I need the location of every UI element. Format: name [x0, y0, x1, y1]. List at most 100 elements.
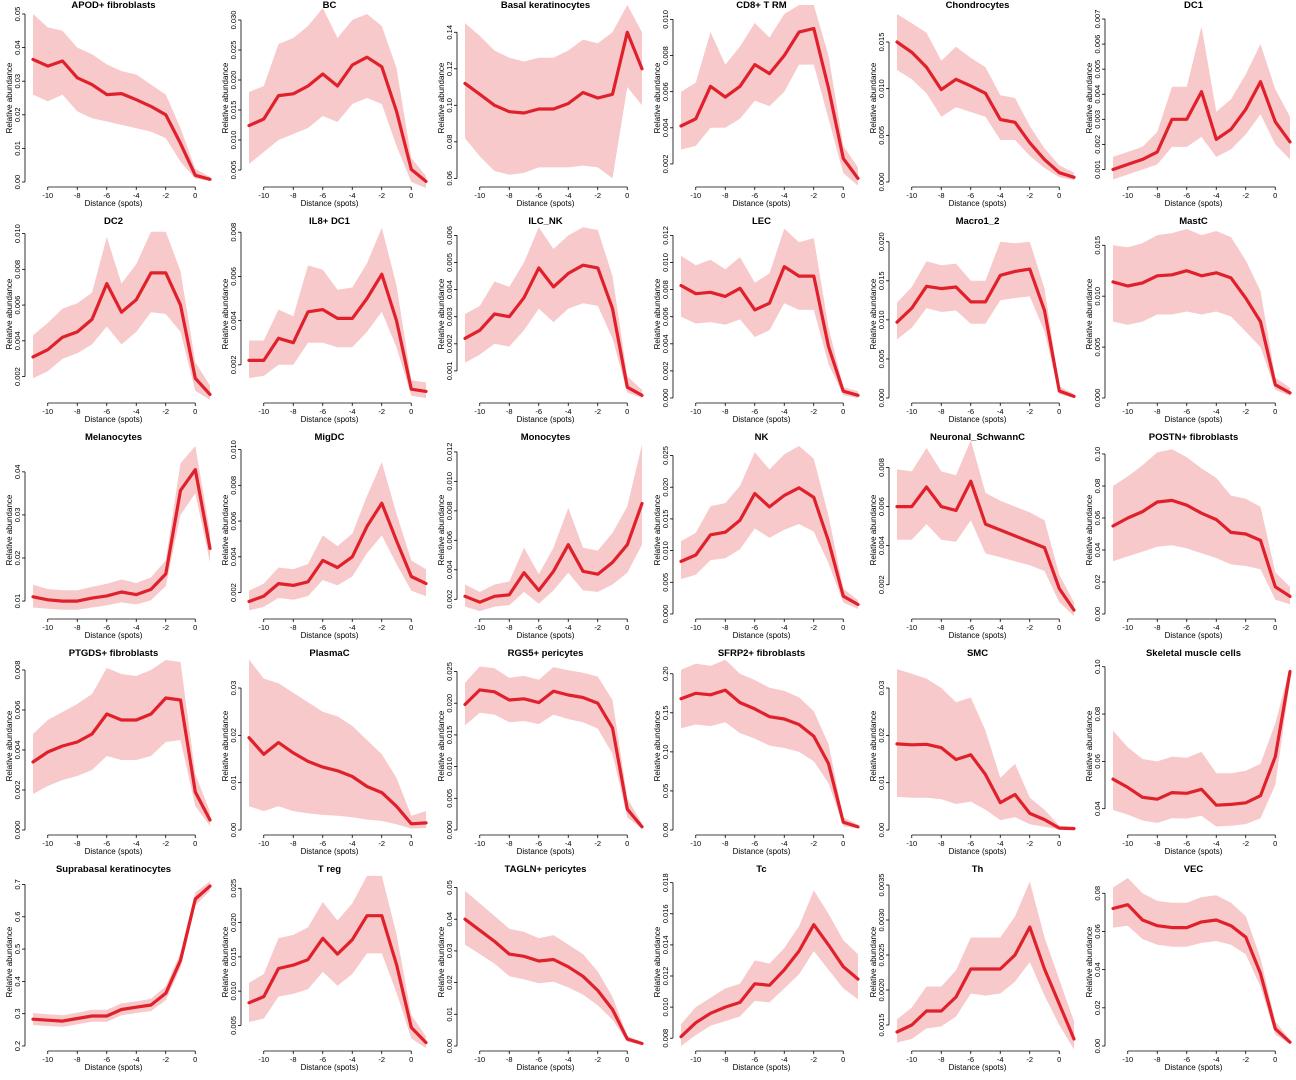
y-tick-label: 0.000: [13, 821, 22, 840]
x-tick-label: -6: [967, 1055, 974, 1064]
confidence-band: [249, 227, 426, 398]
y-axis-label: Relative abundance: [5, 926, 14, 997]
x-tick-label: -6: [535, 839, 542, 848]
y-tick-label: 0.010: [661, 998, 670, 1017]
y-tick-label: 0.05: [445, 880, 454, 895]
y-axis-label: Relative abundance: [5, 710, 14, 781]
confidence-band: [33, 660, 210, 826]
y-tick-label: 0.04: [445, 912, 454, 927]
y-tick-label: 0.000: [661, 605, 670, 624]
y-tick-label: 0.06: [1093, 511, 1102, 526]
y-tick-label: 0.5: [13, 944, 22, 954]
chart-panel: MigDC 0.002 0.004 0.006 0.008 0.010 Relative a…: [216, 432, 432, 648]
x-tick-label: -10: [690, 839, 701, 848]
series-line: [463, 501, 644, 604]
y-tick-label: 0.008: [229, 223, 238, 242]
chart-panel: PTGDS+ fibroblasts 0.000 0.002 0.004 0.006 0.…: [0, 648, 216, 864]
chart-svg: VEC 0.00 0.02 0.04 0.06 0.08 Relative abundanc…: [1085, 864, 1292, 1072]
chart-svg: Monocytes 0.002 0.004 0.006 0.008 0.010 0.012 R…: [437, 432, 644, 640]
series-line: [1111, 669, 1292, 807]
x-tick-label: -10: [906, 839, 917, 848]
chart-title: DC2: [104, 216, 123, 227]
x-tick-label: -8: [1154, 191, 1161, 200]
chart-panel: DC1 0.001 0.002 0.003 0.004 0.005 0.006 0.007 Re…: [1080, 0, 1296, 216]
x-tick-label: -6: [751, 623, 758, 632]
x-tick-label: -6: [535, 1055, 542, 1064]
x-tick-label: -8: [74, 191, 81, 200]
y-axis-label: Relative abundance: [437, 710, 446, 781]
x-tick-label: -2: [162, 839, 169, 848]
y-tick-label: 0.008: [661, 280, 670, 299]
x-tick-label: -8: [938, 1055, 945, 1064]
x-tick-label: 0: [1057, 623, 1061, 632]
chart-svg: Tc 0.008 0.010 0.012 0.014 0.016 0.018 Relative…: [653, 864, 860, 1072]
chart-panel: IL8+ DC1 0.002 0.004 0.006 0.008 Relative abu…: [216, 216, 432, 432]
confidence-band: [897, 440, 1074, 616]
y-tick-label: 0.002: [1093, 135, 1102, 154]
x-tick-label: -8: [74, 407, 81, 416]
x-tick-label: 0: [1057, 839, 1061, 848]
x-tick-label: -6: [1183, 191, 1190, 200]
y-axis-label: Relative abundance: [653, 926, 662, 997]
y-tick-label: 0.005: [877, 126, 886, 145]
x-tick-label: -2: [594, 191, 601, 200]
x-tick-label: 0: [1273, 1055, 1277, 1064]
x-tick-label: -8: [506, 1055, 513, 1064]
y-tick-label: 0.002: [877, 575, 886, 594]
chart-svg: T reg 0.005 0.010 0.015 0.020 0.025 Relative a…: [221, 864, 428, 1072]
x-tick-label: -2: [162, 191, 169, 200]
chart-panel: Macro1_2 0.000 0.005 0.010 0.015 0.020 Relativ…: [864, 216, 1080, 432]
confidence-band: [465, 227, 642, 398]
x-tick-label: -4: [133, 191, 140, 200]
chart-title: TAGLN+ pericytes: [505, 864, 587, 875]
chart-svg: DC1 0.001 0.002 0.003 0.004 0.005 0.006 0.007 Re…: [1085, 0, 1292, 208]
x-tick-label: -10: [474, 191, 485, 200]
chart-panel: BC 0.005 0.010 0.015 0.020 0.025 0.030 Relative…: [216, 0, 432, 216]
x-axis-label: Distance (spots): [1165, 847, 1223, 856]
y-tick-label: 0.00: [1093, 1039, 1102, 1054]
y-tick-label: 0.002: [445, 590, 454, 609]
y-tick-label: 0.015: [445, 726, 454, 745]
y-tick-label: 0.01: [13, 141, 22, 156]
chart-svg: TAGLN+ pericytes 0.00 0.01 0.02 0.03 0.04 0.05…: [437, 864, 644, 1072]
y-axis-label: Relative abundance: [437, 278, 446, 349]
chart-svg: RGS5+ pericytes 0.000 0.005 0.010 0.015 0.020…: [437, 648, 644, 856]
x-tick-label: -10: [42, 839, 53, 848]
chart-panel: APOD+ fibroblasts 0.00 0.01 0.02 0.03 0.04 0.0…: [0, 0, 216, 216]
chart-panel: Chondrocytes 0.000 0.005 0.010 0.015 Relative…: [864, 0, 1080, 216]
y-tick-label: 0.010: [445, 757, 454, 776]
x-tick-label: -2: [594, 1055, 601, 1064]
series-line: [31, 884, 212, 1023]
y-tick-label: 0.004: [661, 118, 670, 137]
y-tick-label: 0.006: [661, 82, 670, 101]
y-tick-label: 0.015: [877, 33, 886, 52]
x-axis-label: Distance (spots): [733, 1063, 791, 1072]
y-tick-label: 0.08: [1093, 886, 1102, 901]
y-tick-label: 0.08: [1093, 707, 1102, 722]
y-tick-label: 0.08: [445, 135, 454, 150]
chart-title: MigDC: [314, 432, 344, 443]
x-tick-label: 0: [1057, 407, 1061, 416]
y-tick-label: 0.02: [13, 551, 22, 566]
series-line: [679, 688, 860, 829]
y-tick-label: 0.0025: [877, 944, 886, 967]
y-tick-label: 0.014: [661, 935, 670, 954]
y-axis-label: Relative abundance: [869, 926, 878, 997]
y-tick-label: 0.20: [661, 666, 670, 681]
x-tick-label: -2: [1242, 407, 1249, 416]
x-tick-label: -8: [290, 191, 297, 200]
chart-title: APOD+ fibroblasts: [71, 0, 155, 11]
x-tick-label: -2: [810, 1055, 817, 1064]
y-tick-label: 0.00: [877, 823, 886, 838]
y-tick-label: 0.4: [13, 976, 22, 986]
x-tick-label: -10: [1122, 407, 1133, 416]
y-axis-label: Relative abundance: [437, 494, 446, 565]
x-tick-label: 0: [1273, 407, 1277, 416]
y-tick-label: 0.04: [1093, 543, 1102, 558]
y-tick-label: 0.008: [229, 476, 238, 495]
x-tick-label: -10: [474, 1055, 485, 1064]
x-tick-label: -2: [1242, 839, 1249, 848]
chart-svg: Skeletal muscle cells 0.04 0.06 0.08 0.10 Rel…: [1085, 648, 1292, 856]
x-tick-label: -2: [594, 407, 601, 416]
y-tick-label: 0.008: [877, 458, 886, 477]
